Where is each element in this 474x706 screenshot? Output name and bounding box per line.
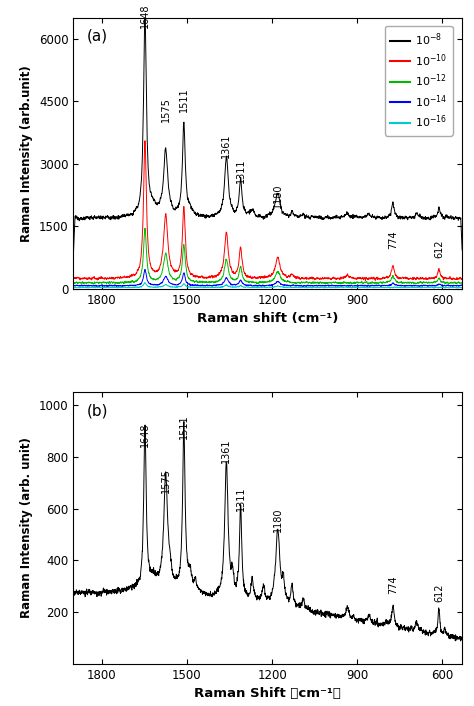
Text: 1361: 1361: [221, 133, 231, 157]
Y-axis label: Raman Intensity (arb. unit): Raman Intensity (arb. unit): [20, 438, 34, 618]
Legend: $10^{-8}$, $10^{-10}$, $10^{-12}$, $10^{-14}$, $10^{-16}$: $10^{-8}$, $10^{-10}$, $10^{-12}$, $10^{…: [385, 26, 453, 136]
Text: 774: 774: [388, 231, 398, 249]
Text: 1180: 1180: [273, 508, 283, 532]
Text: 612: 612: [434, 583, 444, 602]
Text: 1361: 1361: [221, 439, 231, 463]
Text: 1575: 1575: [161, 97, 171, 122]
Text: 1648: 1648: [140, 422, 150, 446]
Text: 774: 774: [388, 575, 398, 594]
Text: 1311: 1311: [236, 486, 246, 511]
Text: (b): (b): [87, 403, 109, 418]
X-axis label: Raman shift (cm⁻¹): Raman shift (cm⁻¹): [197, 313, 338, 325]
Y-axis label: Raman Intensity (arb.unit): Raman Intensity (arb.unit): [20, 65, 34, 241]
Text: (a): (a): [87, 28, 108, 44]
Text: 1648: 1648: [140, 4, 150, 28]
Text: 1511: 1511: [179, 87, 189, 112]
Text: 1311: 1311: [236, 158, 246, 183]
Text: 1511: 1511: [179, 414, 189, 438]
Text: 1575: 1575: [161, 468, 171, 493]
X-axis label: Raman Shift （cm⁻¹）: Raman Shift （cm⁻¹）: [194, 687, 341, 700]
Text: 1180: 1180: [273, 183, 283, 208]
Text: 612: 612: [434, 239, 444, 258]
